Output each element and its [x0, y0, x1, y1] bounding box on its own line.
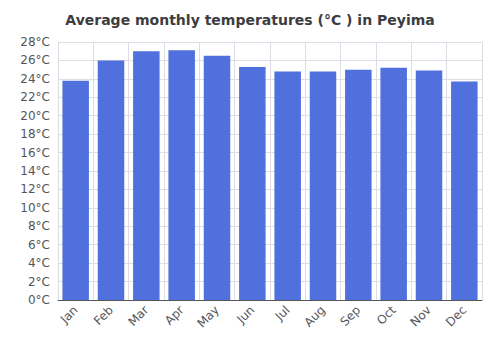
svg-text:18°C: 18°C [20, 127, 50, 141]
svg-text:Mar: Mar [125, 303, 151, 329]
svg-text:Nov: Nov [408, 303, 434, 329]
svg-text:24°C: 24°C [20, 72, 50, 86]
svg-text:Feb: Feb [91, 303, 116, 328]
svg-text:May: May [195, 303, 222, 330]
svg-text:Average monthly temperatures (: Average monthly temperatures (°C ) in Pe… [65, 12, 434, 28]
svg-text:14°C: 14°C [20, 164, 50, 178]
svg-text:Aug: Aug [301, 303, 327, 329]
svg-text:Jul: Jul [272, 303, 293, 324]
svg-text:10°C: 10°C [20, 201, 50, 215]
svg-text:22°C: 22°C [20, 90, 50, 104]
svg-text:12°C: 12°C [20, 182, 50, 196]
svg-text:Apr: Apr [162, 303, 187, 328]
svg-text:2°C: 2°C [28, 275, 50, 289]
svg-text:0°C: 0°C [28, 293, 50, 307]
svg-text:28°C: 28°C [20, 35, 50, 49]
svg-text:Jun: Jun [233, 303, 257, 327]
svg-text:Sep: Sep [337, 303, 363, 329]
svg-text:20°C: 20°C [20, 109, 50, 123]
svg-text:26°C: 26°C [20, 53, 50, 67]
svg-text:8°C: 8°C [28, 219, 50, 233]
svg-text:Jan: Jan [57, 303, 81, 327]
svg-text:Oct: Oct [374, 303, 399, 328]
svg-text:6°C: 6°C [28, 238, 50, 252]
svg-text:4°C: 4°C [28, 256, 50, 270]
svg-text:Dec: Dec [443, 303, 469, 329]
svg-text:16°C: 16°C [20, 146, 50, 160]
